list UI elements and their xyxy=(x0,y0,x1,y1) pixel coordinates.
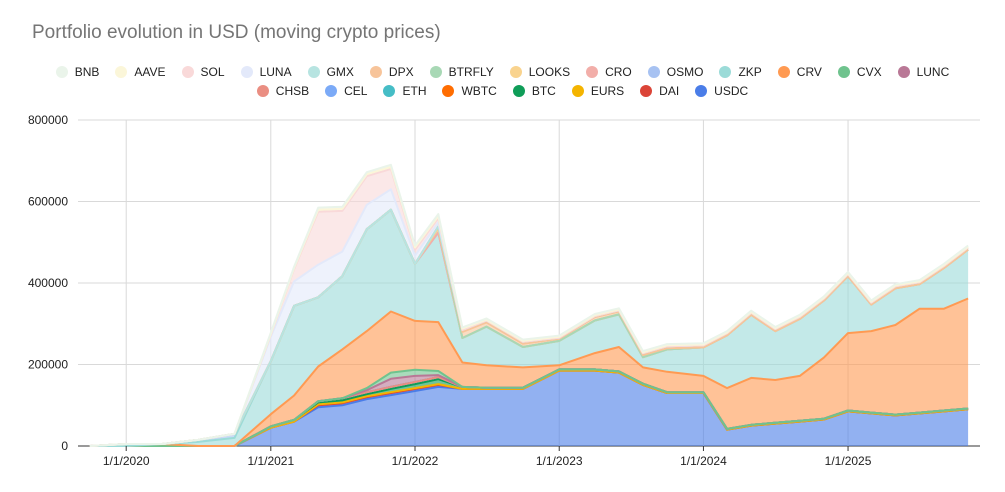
legend-label: LOOKS xyxy=(528,64,571,79)
line-bnb xyxy=(89,163,969,447)
legend-label: ZKP xyxy=(738,64,762,79)
legend-swatch xyxy=(115,65,128,78)
legend-item-eurs: EURS xyxy=(571,83,625,98)
legend-item-looks: LOOKS xyxy=(509,64,571,79)
legend-label: SOL xyxy=(200,64,225,79)
legend-label: CRO xyxy=(605,64,632,79)
legend-item-wbtc: WBTC xyxy=(442,83,497,98)
legend-label: BTRFLY xyxy=(448,64,494,79)
legend-label: CHSB xyxy=(275,83,310,98)
legend-item-cvx: CVX xyxy=(837,64,882,79)
legend-item-zkp: ZKP xyxy=(719,64,762,79)
legend-item-eth: ETH xyxy=(383,84,426,98)
legend-item-luna: LUNA xyxy=(240,64,292,79)
legend-item-chsb: CHSB xyxy=(256,83,310,98)
legend-label: WBTC xyxy=(461,83,497,98)
x-tick-label: 1/1/2021 xyxy=(247,454,294,468)
series-areas xyxy=(89,164,969,447)
legend-label: BTC xyxy=(531,83,556,98)
legend-label: DPX xyxy=(388,64,414,79)
legend-item-bnb: BNB xyxy=(55,64,100,79)
legend-item-cel: CEL xyxy=(325,84,367,98)
x-tick-label: 1/1/2024 xyxy=(680,454,727,468)
chart-title: Portfolio evolution in USD (moving crypt… xyxy=(32,22,441,43)
legend-swatch xyxy=(586,65,599,78)
legend-swatch xyxy=(640,84,653,97)
legend-swatch xyxy=(307,65,320,78)
legend-swatch xyxy=(512,84,525,97)
legend-swatch xyxy=(647,65,660,78)
legend-swatch xyxy=(837,65,850,78)
line-crv xyxy=(89,297,969,447)
legend-label: OSMO xyxy=(666,64,704,79)
legend-row: BNB AAVE SOL LUNA GMX DPX BTRFLY LOOKS CRO OSMO ZK… xyxy=(0,62,1005,81)
line-cvx xyxy=(89,368,969,447)
y-tick-label: 400000 xyxy=(28,276,68,290)
legend-swatch xyxy=(897,65,910,78)
y-tick-label: 600000 xyxy=(28,195,68,209)
legend-label: EURS xyxy=(590,83,625,98)
legend-swatch xyxy=(442,84,455,97)
axes: 0 200000 400000 600000 800000 1/1/2020 1/1/202… xyxy=(28,113,872,468)
y-tick-label: 0 xyxy=(61,439,68,453)
legend-item-gmx: GMX xyxy=(307,64,354,79)
legend-item-dpx: DPX xyxy=(369,64,414,79)
y-tick-label: 800000 xyxy=(28,113,68,127)
legend-swatch xyxy=(55,65,68,78)
legend-swatch xyxy=(369,65,382,78)
legend-swatch xyxy=(325,84,338,97)
series-lines xyxy=(89,163,969,447)
x-tick-label: 1/1/2022 xyxy=(392,454,439,468)
legend-label: CEL xyxy=(344,83,368,98)
legend-item-btc: BTC xyxy=(512,83,556,98)
legend-label: CRV xyxy=(796,64,822,79)
legend-swatch xyxy=(383,84,396,97)
legend-row: CHSB CEL ETH WBTC BTC EURS DAI USDC xyxy=(0,81,1005,100)
legend-label: CVX xyxy=(856,64,882,79)
legend-item-btrfly: BTRFLY xyxy=(429,64,494,79)
legend-item-lunc: LUNC xyxy=(897,64,950,79)
x-tick-label: 1/1/2020 xyxy=(103,454,150,468)
legend-item-sol: SOL xyxy=(181,64,225,79)
legend-label: LUNC xyxy=(916,64,950,79)
area-usdc xyxy=(89,370,969,446)
legend-item-cro: CRO xyxy=(586,65,632,79)
area-crv xyxy=(89,298,969,446)
legend-label: GMX xyxy=(326,64,354,79)
legend-swatch xyxy=(777,65,790,78)
legend-swatch xyxy=(509,65,522,78)
x-tick-label: 1/1/2023 xyxy=(536,454,583,468)
legend-label: BNB xyxy=(74,64,100,79)
legend-swatch xyxy=(181,65,194,78)
legend-swatch xyxy=(695,84,708,97)
legend-label: DAI xyxy=(659,83,680,98)
legend-label: AAVE xyxy=(134,64,166,79)
legend-swatch xyxy=(429,65,442,78)
area-sol xyxy=(89,168,969,446)
legend-label: LUNA xyxy=(259,64,292,79)
y-tick-label: 200000 xyxy=(28,358,68,372)
legend-item-dai: DAI xyxy=(640,84,679,98)
legend-swatch xyxy=(256,84,269,97)
x-tick-label: 1/1/2025 xyxy=(825,454,872,468)
legend-swatch xyxy=(719,65,732,78)
legend-item-usdc: USDC xyxy=(695,84,748,98)
legend-swatch xyxy=(240,65,253,78)
area-zkp xyxy=(89,209,969,446)
legend-item-osmo: OSMO xyxy=(647,64,704,79)
legend: BNB AAVE SOL LUNA GMX DPX BTRFLY LOOKS CRO OSMO ZK… xyxy=(0,62,1005,100)
legend-swatch xyxy=(571,84,584,97)
legend-label: ETH xyxy=(402,83,427,98)
legend-label: USDC xyxy=(714,83,749,98)
legend-item-aave: AAVE xyxy=(115,64,166,79)
legend-item-crv: CRV xyxy=(777,64,822,79)
